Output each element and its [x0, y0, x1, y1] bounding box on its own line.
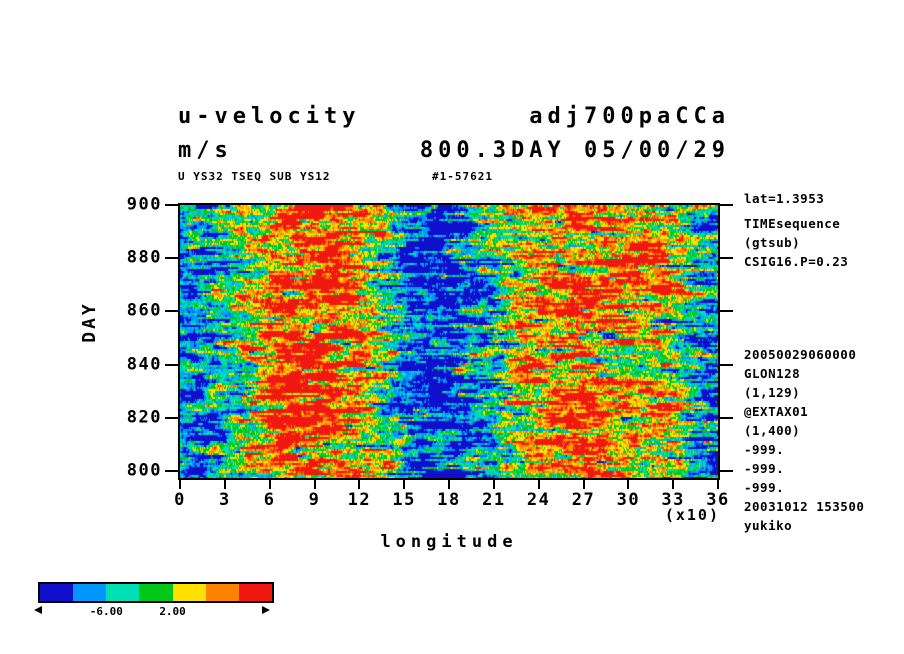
colorbar-segment	[139, 584, 173, 601]
x-tick-label: 36	[706, 490, 730, 510]
y-tick-right	[720, 310, 733, 313]
y-tick-label: 800	[126, 460, 162, 481]
y-tick-right	[720, 257, 733, 260]
x-tick-label: 30	[616, 490, 641, 510]
y-tick-label: 820	[126, 407, 162, 428]
x-axis-title: longitude	[380, 532, 518, 552]
colorbar	[38, 582, 274, 603]
x-axis-unit-note: (x10)	[664, 506, 720, 524]
colorbar-segment	[73, 584, 107, 601]
x-tick-label: 18	[437, 490, 461, 510]
annotation-line: (1,129)	[744, 385, 801, 400]
plot-units-title: m/s	[178, 138, 233, 163]
colorbar-right-arrow-icon	[262, 606, 270, 614]
annotation-line: 20031012 153500	[744, 499, 865, 514]
y-tick-right	[720, 416, 733, 419]
y-tick-label: 860	[126, 300, 162, 321]
annotation-line: yukiko	[744, 518, 793, 533]
record-id-text: #1-57621	[432, 170, 493, 183]
colorbar-segment	[205, 584, 239, 601]
x-tick	[448, 480, 450, 489]
colorbar-segment	[40, 584, 74, 601]
y-tick-left	[165, 470, 178, 472]
x-tick	[358, 480, 361, 489]
x-tick	[717, 480, 719, 489]
y-tick-left	[165, 257, 178, 260]
x-tick-label: 15	[392, 490, 416, 510]
annotation-line: -999.	[744, 461, 785, 476]
right-annotation-group1: TIMEsequence (gtsub) CSIG16.P=0.23	[744, 214, 848, 271]
annotation-line: GLON128	[744, 366, 801, 381]
y-tick-label: 880	[126, 247, 162, 268]
x-tick-label: 6	[263, 490, 276, 510]
annotation-line: TIMEsequence	[744, 216, 841, 231]
annotation-line: -999.	[744, 480, 785, 495]
x-tick-label: 0	[174, 490, 186, 510]
x-tick	[582, 480, 585, 489]
colorbar-boundary-label: 2.00	[159, 605, 186, 618]
colorbar-segment	[172, 584, 206, 601]
annotation-line: (1,400)	[744, 423, 801, 438]
y-tick-left	[165, 363, 178, 366]
annotation-line: CSIG16.P=0.23	[744, 254, 849, 269]
plot-time-title: 800.3DAY 05/00/29	[419, 138, 730, 163]
colorbar-segment	[238, 584, 272, 601]
plot-variable-title: u-velocity	[178, 104, 361, 129]
y-tick-left	[165, 310, 178, 313]
y-axis-title: DAY	[79, 301, 100, 343]
y-tick-left	[165, 416, 178, 419]
x-tick-label: 12	[347, 490, 372, 510]
x-tick	[223, 480, 226, 489]
x-tick	[268, 480, 271, 489]
y-tick-right	[720, 470, 733, 472]
colorbar-segment	[106, 584, 140, 601]
annotation-line: @EXTAX01	[744, 404, 809, 419]
x-tick	[672, 480, 675, 489]
plot-frame	[178, 203, 720, 480]
x-tick	[179, 480, 181, 489]
annotation-line: 20050029060000	[744, 347, 857, 362]
colorbar-left-arrow-icon	[34, 606, 42, 614]
x-tick	[627, 480, 630, 489]
y-tick-label: 900	[126, 194, 162, 215]
x-tick-label: 9	[308, 490, 321, 510]
annotation-line: (gtsub)	[744, 235, 801, 250]
x-tick-label: 21	[482, 490, 506, 510]
x-tick-label: 27	[571, 490, 596, 510]
x-tick-label: 3	[218, 490, 231, 510]
y-tick-left	[165, 204, 178, 206]
x-tick	[537, 480, 540, 489]
x-tick	[492, 480, 495, 489]
colorbar-boundary-label: -6.00	[89, 605, 123, 618]
y-tick-label: 840	[126, 354, 162, 375]
x-tick-label: 33	[661, 490, 685, 510]
right-annotation-group2: 20050029060000 GLON128 (1,129) @EXTAX01 (1,4…	[744, 345, 864, 535]
y-tick-right	[720, 204, 733, 206]
annotation-line: -999.	[744, 442, 785, 457]
x-tick	[403, 480, 406, 489]
y-tick-right	[720, 363, 733, 366]
heatmap-canvas	[180, 205, 718, 478]
plot-run-title: adj700paCCa	[529, 104, 730, 129]
dataset-id-text: U YS32 TSEQ SUB YS12	[178, 170, 331, 183]
x-tick-label: 24	[526, 490, 551, 510]
latitude-annotation: lat=1.3953	[744, 191, 825, 206]
x-tick	[313, 480, 316, 489]
